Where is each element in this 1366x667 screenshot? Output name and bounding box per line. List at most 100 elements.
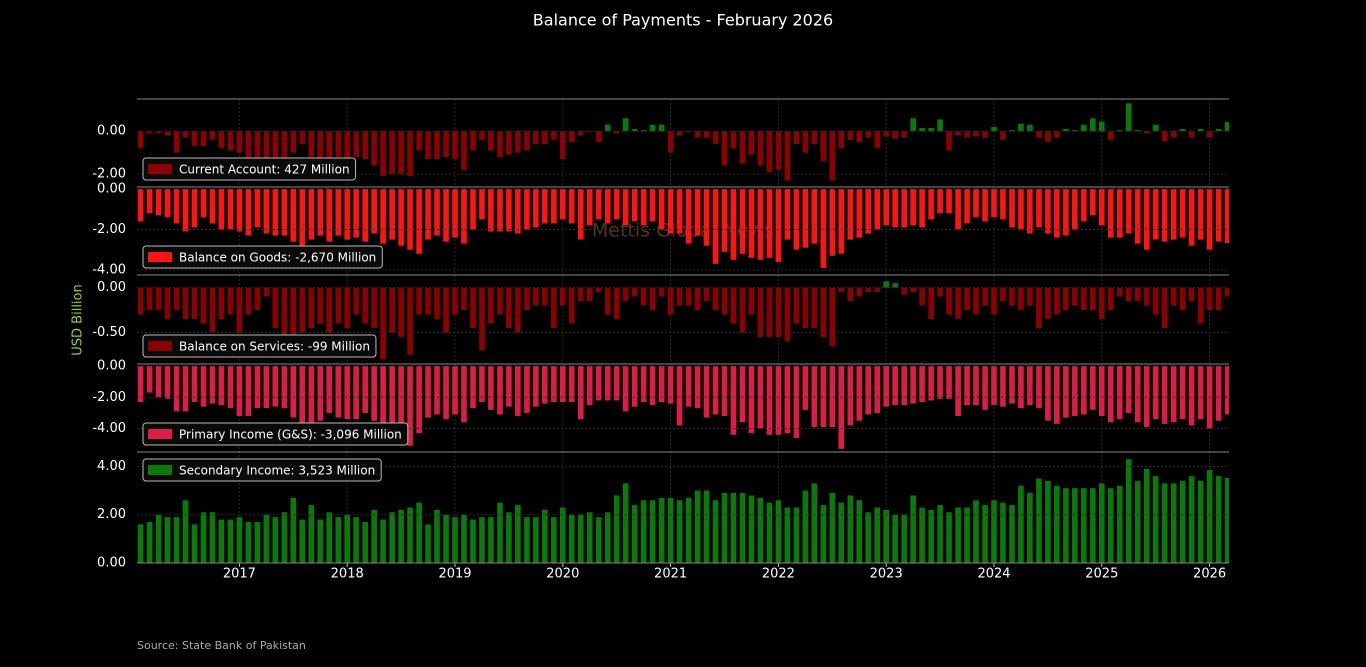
bar bbox=[200, 287, 207, 324]
bar bbox=[802, 366, 809, 410]
bar bbox=[407, 131, 413, 177]
legend-box bbox=[142, 157, 357, 181]
bar bbox=[1090, 189, 1096, 216]
bar bbox=[982, 366, 988, 410]
bar bbox=[1000, 189, 1006, 220]
bar bbox=[892, 189, 898, 228]
bar bbox=[416, 131, 422, 151]
bar bbox=[182, 366, 189, 412]
x-tick-label: 2019 bbox=[438, 567, 471, 582]
bar bbox=[344, 287, 351, 329]
bar bbox=[541, 509, 548, 563]
bar bbox=[1197, 366, 1204, 420]
bar bbox=[721, 189, 728, 252]
bar bbox=[254, 131, 261, 162]
bar bbox=[721, 131, 728, 166]
bar bbox=[748, 287, 755, 315]
bar bbox=[218, 189, 225, 230]
x-tick-label: 2022 bbox=[762, 567, 795, 582]
bar bbox=[146, 521, 153, 563]
bar bbox=[1134, 287, 1141, 302]
x-tick-label: 2020 bbox=[546, 567, 579, 582]
bar bbox=[344, 131, 351, 162]
bar bbox=[559, 366, 566, 402]
bar bbox=[146, 131, 153, 134]
bar bbox=[1080, 124, 1087, 132]
bar bbox=[919, 287, 925, 306]
bar bbox=[524, 131, 530, 151]
bar bbox=[1018, 366, 1024, 409]
bar bbox=[865, 189, 872, 234]
bar bbox=[820, 287, 827, 338]
bar bbox=[1054, 366, 1060, 424]
bar bbox=[892, 283, 898, 288]
bar bbox=[613, 189, 620, 220]
bar bbox=[649, 189, 656, 222]
y-tick-label: -4.00 bbox=[92, 421, 126, 436]
bar bbox=[272, 189, 279, 236]
bar bbox=[865, 366, 872, 415]
bar bbox=[1161, 366, 1168, 424]
bar bbox=[730, 493, 737, 563]
bar bbox=[461, 131, 467, 170]
bar bbox=[1090, 488, 1096, 563]
bar bbox=[1206, 287, 1213, 311]
bar bbox=[559, 131, 566, 160]
bar bbox=[1018, 287, 1024, 311]
bar bbox=[1170, 366, 1177, 423]
bar bbox=[928, 366, 934, 401]
bar bbox=[1197, 189, 1204, 240]
bar bbox=[362, 521, 369, 563]
bar bbox=[1143, 287, 1150, 306]
bar bbox=[577, 287, 584, 302]
bar bbox=[1170, 131, 1177, 138]
bar bbox=[838, 189, 845, 254]
bar bbox=[353, 189, 359, 238]
bar bbox=[182, 189, 189, 232]
bar bbox=[937, 287, 943, 297]
bar bbox=[1063, 129, 1069, 132]
bar bbox=[1152, 287, 1159, 315]
bar bbox=[622, 483, 629, 563]
bar bbox=[964, 366, 970, 406]
bar bbox=[443, 287, 449, 333]
bar bbox=[506, 287, 512, 329]
bar bbox=[245, 189, 252, 236]
x-tick-label: 2021 bbox=[654, 567, 687, 582]
bar bbox=[1161, 287, 1168, 329]
bar bbox=[1116, 485, 1123, 563]
bar bbox=[155, 366, 162, 398]
bar bbox=[398, 366, 404, 426]
bar bbox=[1072, 488, 1078, 563]
bar bbox=[955, 507, 961, 563]
bar bbox=[272, 131, 279, 164]
bar bbox=[910, 287, 916, 293]
bar bbox=[820, 366, 827, 427]
bar bbox=[182, 131, 189, 138]
bar bbox=[1018, 189, 1024, 230]
bar bbox=[991, 287, 997, 315]
bar bbox=[209, 131, 216, 140]
bar bbox=[622, 118, 629, 132]
bar bbox=[1045, 287, 1051, 320]
bar bbox=[1224, 189, 1229, 244]
bar bbox=[155, 287, 162, 311]
bar bbox=[1054, 131, 1060, 138]
bar bbox=[622, 287, 629, 302]
bar bbox=[1080, 189, 1087, 222]
bar bbox=[362, 287, 369, 324]
bar bbox=[308, 505, 315, 563]
bar bbox=[676, 366, 683, 426]
bar bbox=[874, 131, 881, 149]
bar bbox=[622, 189, 629, 226]
bar bbox=[389, 189, 395, 240]
bar bbox=[371, 287, 377, 329]
bar bbox=[1098, 483, 1105, 563]
bar bbox=[245, 131, 252, 160]
bar bbox=[299, 366, 306, 426]
bar bbox=[1143, 366, 1150, 427]
bar bbox=[1036, 366, 1042, 409]
bar bbox=[1080, 366, 1087, 415]
bar bbox=[712, 189, 719, 264]
bar bbox=[649, 500, 656, 563]
